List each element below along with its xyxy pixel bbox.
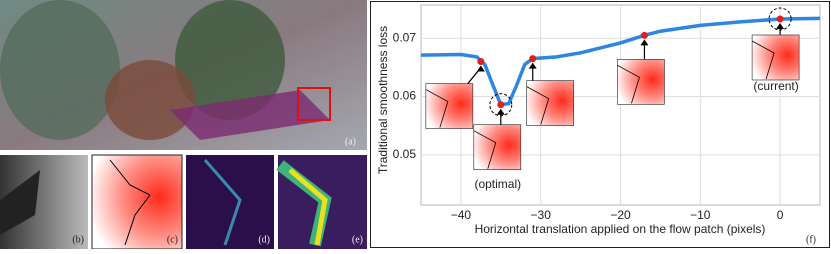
marker — [640, 31, 648, 39]
arrow-head — [640, 39, 649, 46]
x-tick-label: 0 — [777, 208, 784, 222]
arrow-head — [476, 65, 485, 72]
inset-image — [473, 124, 522, 171]
y-tick-label: 0.06 — [393, 89, 417, 103]
x-tick-label: −30 — [531, 208, 552, 222]
inset-image — [526, 80, 575, 126]
marker — [477, 58, 485, 66]
annotation: (current) — [753, 79, 798, 93]
inset-boundary — [473, 130, 497, 169]
inset-image — [425, 83, 474, 129]
x-tick-label: −20 — [610, 208, 631, 222]
inset-image — [617, 59, 665, 105]
inset-boundary — [751, 40, 775, 80]
inset-boundary — [425, 89, 449, 128]
marker — [776, 15, 784, 23]
y-axis-label: Traditional smoothness loss — [376, 26, 390, 174]
x-tick-label: −10 — [690, 208, 711, 222]
panel-label: (d) — [258, 234, 270, 245]
x-axis-label: Horizontal translation applied on the fl… — [475, 222, 766, 236]
panel-label: (a) — [345, 136, 356, 147]
flow-image — [91, 154, 183, 250]
panel-label: (b) — [72, 234, 84, 245]
panel-label: (e) — [352, 234, 363, 245]
y-tick-label: 0.05 — [393, 147, 417, 161]
gray-shape — [0, 170, 40, 235]
arrow-head — [528, 62, 537, 69]
marker — [529, 55, 537, 63]
boundary — [109, 159, 151, 246]
annotation: (optimal) — [474, 177, 521, 191]
highlight-ring — [768, 7, 792, 31]
panel-label: (c) — [167, 234, 178, 245]
arrow-head — [776, 22, 785, 29]
x-tick-label: −40 — [451, 208, 472, 222]
edge — [203, 159, 242, 246]
y-tick-label: 0.07 — [393, 30, 417, 44]
inset-boundary — [617, 64, 640, 104]
marker — [497, 101, 505, 109]
inset-boundary — [526, 86, 550, 125]
panel-label: (f) — [806, 234, 816, 245]
scene-image — [0, 0, 367, 150]
arrow-head — [496, 108, 505, 115]
chart-frame — [370, 1, 830, 248]
edge — [288, 168, 328, 246]
inset-image — [751, 34, 800, 81]
highlight-ring — [489, 93, 513, 117]
